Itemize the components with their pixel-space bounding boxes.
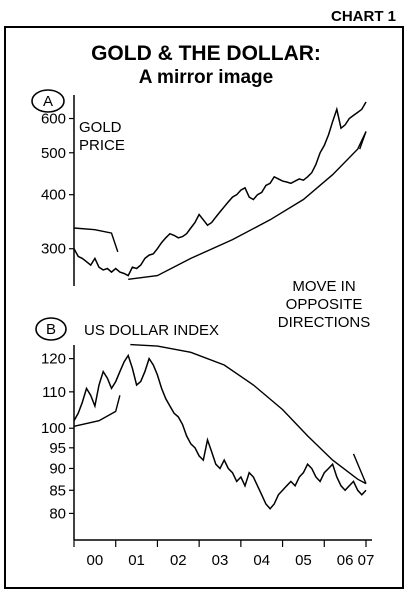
x-tick-label: 00 <box>87 552 104 569</box>
panel-b-marker-ring <box>35 317 67 341</box>
annotation-line-2: OPPOSITE <box>286 296 363 313</box>
chart-subtitle: A mirror image <box>139 67 273 88</box>
dollar-y-tick-label: 90 <box>49 460 66 477</box>
x-tick-label: 02 <box>170 552 187 569</box>
dollar-sketch-line-1 <box>73 395 121 427</box>
x-tick-label: 07 <box>358 552 375 569</box>
dollar-sketch-line-2 <box>130 343 367 485</box>
dollar-sketch-lines <box>73 343 367 485</box>
gold-label-line-1: GOLD <box>79 119 122 136</box>
gold-sketch-lines <box>73 131 367 280</box>
dollar-index-label: US DOLLAR INDEX <box>84 322 219 339</box>
dollar-index-line <box>73 353 367 510</box>
panel-a-marker: A <box>31 89 65 113</box>
dollar-y-tick-label: 80 <box>49 505 66 522</box>
gold-y-tick-label: 500 <box>41 145 66 162</box>
dollar-y-tick-label: 100 <box>41 420 66 437</box>
panel-b-marker-letter: B <box>46 321 56 338</box>
gold-y-tick-labels: 300 400 500 600 <box>41 111 66 258</box>
chart-title: GOLD & THE DOLLAR: <box>91 42 321 65</box>
dollar-y-axis <box>69 345 75 540</box>
x-tick-label: 04 <box>253 552 270 569</box>
chart-frame <box>4 26 404 589</box>
panel-b-marker: B <box>35 317 67 341</box>
panel-a-marker-ring <box>31 89 65 113</box>
x-tick-labels: 00 01 02 03 04 05 06 07 <box>87 552 375 569</box>
dollar-y-tick-label: 85 <box>49 482 66 499</box>
gold-sketch-line-3 <box>359 131 367 150</box>
gold-label-line-2: PRICE <box>79 137 125 154</box>
gold-sketch-line-2 <box>128 131 367 280</box>
x-tick-label: 06 <box>337 552 354 569</box>
gold-y-tick-label: 400 <box>41 187 66 204</box>
panel-a-marker-letter: A <box>43 93 53 110</box>
dollar-y-tick-labels: 80 85 90 95 100 110 120 <box>41 351 66 523</box>
annotation-line-1: MOVE IN <box>292 278 355 295</box>
gold-y-axis <box>69 95 75 286</box>
x-tick-label: 05 <box>295 552 312 569</box>
dollar-sketch-line-3 <box>352 453 367 484</box>
x-tick-label: 01 <box>128 552 145 569</box>
x-axis <box>73 539 372 547</box>
dollar-y-tick-label: 110 <box>42 384 66 401</box>
x-tick-label: 03 <box>212 552 229 569</box>
annotation-line-3: DIRECTIONS <box>278 314 371 331</box>
gold-y-tick-label: 600 <box>41 111 66 128</box>
gold-y-tick-label: 300 <box>41 241 66 258</box>
gold-price-line <box>73 101 367 277</box>
chart-number-label: CHART 1 <box>331 8 396 25</box>
gold-sketch-line-1 <box>73 227 119 253</box>
dollar-y-tick-label: 120 <box>41 351 66 368</box>
dollar-y-tick-label: 95 <box>49 440 66 457</box>
